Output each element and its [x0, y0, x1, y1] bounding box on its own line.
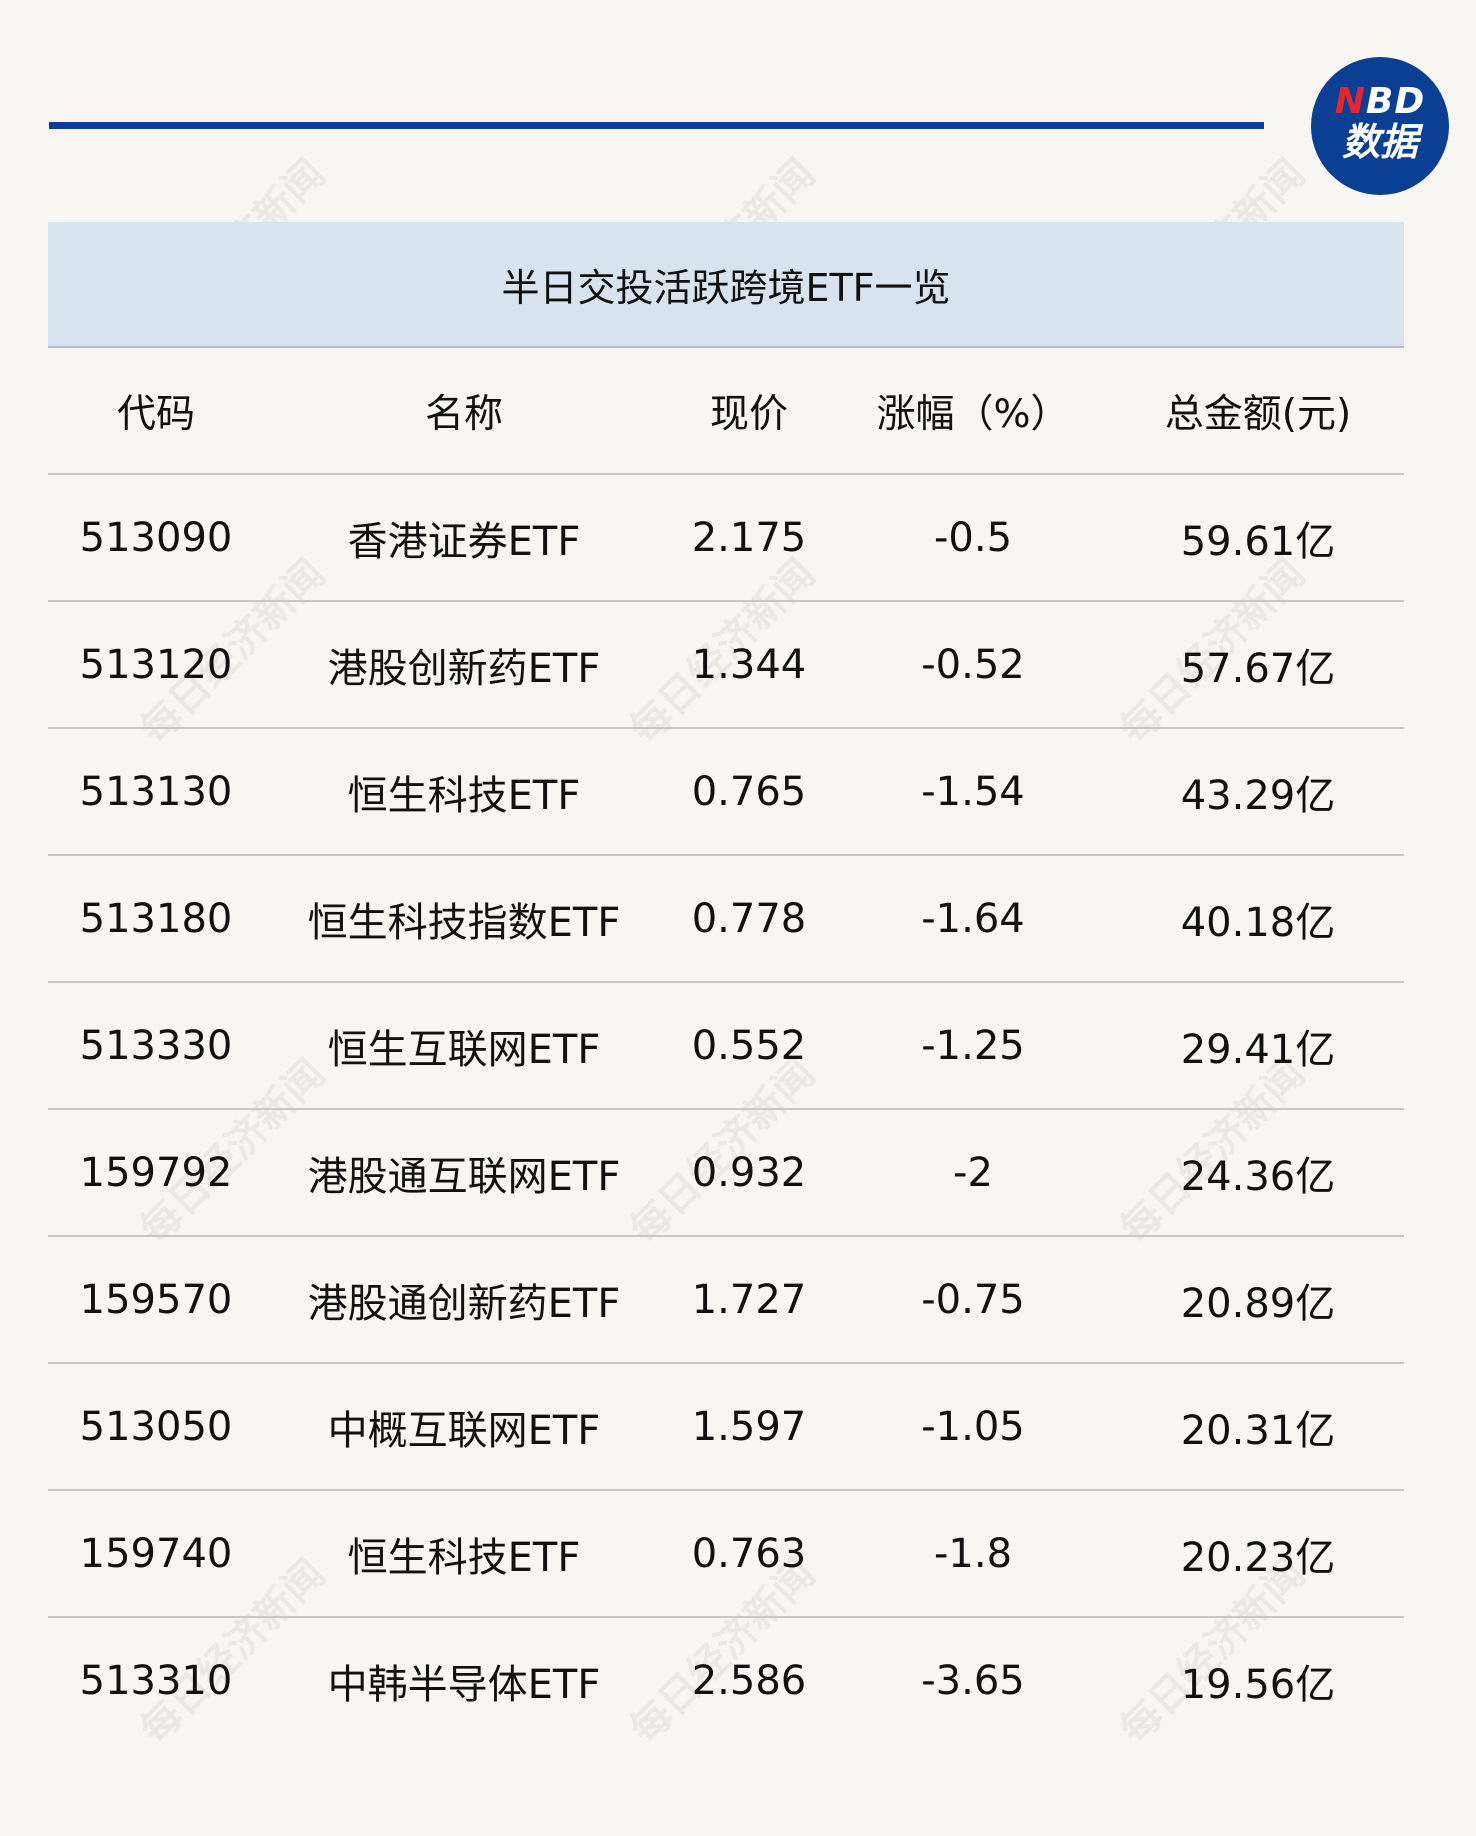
cell-change: -1.54 [921, 768, 1025, 815]
header-price: 现价 [709, 391, 788, 437]
cell-price: 0.552 [691, 1022, 807, 1069]
logo-data: 数据 [1341, 120, 1418, 164]
cell-price: 2.175 [691, 514, 807, 561]
table-row: 513090 香港证券ETF 2.175 -0.5 59.61亿 [48, 475, 1404, 602]
cell-change: -1.8 [933, 1530, 1013, 1577]
cell-code: 513120 [79, 641, 233, 688]
cell-amount: 59.61亿 [1180, 518, 1336, 565]
table-row: 513120 港股创新药ETF 1.344 -0.52 57.67亿 [48, 602, 1404, 729]
cell-code: 513180 [79, 895, 233, 942]
cell-price: 0.763 [691, 1530, 807, 1577]
nbd-data-logo: NBD 数据 [1311, 57, 1449, 195]
cell-name: 中韩半导体ETF [327, 1661, 601, 1708]
cell-code: 513330 [79, 1022, 233, 1069]
cell-change: -2 [953, 1149, 993, 1196]
etf-table: 代码 名称 现价 涨幅（%） 总金额(元) 513090 香港证券ETF 2.175… [48, 348, 1404, 1743]
cell-name: 香港证券ETF [347, 518, 581, 565]
cell-amount: 24.36亿 [1180, 1153, 1336, 1200]
cell-name: 恒生科技指数ETF [307, 899, 621, 946]
table-row: 513050 中概互联网ETF 1.597 -1.05 20.31亿 [48, 1364, 1404, 1491]
table-header: 代码 名称 现价 涨幅（%） 总金额(元) [48, 348, 1404, 475]
table-row: 513130 恒生科技ETF 0.765 -1.54 43.29亿 [48, 729, 1404, 856]
header-name: 名称 [424, 391, 503, 437]
table-row: 159792 港股通互联网ETF 0.932 -2 24.36亿 [48, 1110, 1404, 1237]
cell-code: 513130 [79, 768, 233, 815]
cell-price: 0.778 [691, 895, 807, 942]
table-row: 159740 恒生科技ETF 0.763 -1.8 20.23亿 [48, 1491, 1404, 1618]
cell-code: 159570 [79, 1276, 233, 1323]
top-rule [49, 122, 1264, 129]
header-change: 涨幅（%） [876, 391, 1070, 437]
cell-code: 513050 [79, 1403, 233, 1450]
cell-change: -1.05 [921, 1403, 1025, 1450]
cell-price: 0.765 [691, 768, 807, 815]
cell-name: 港股通创新药ETF [307, 1280, 621, 1327]
header-code: 代码 [116, 391, 195, 437]
cell-amount: 20.31亿 [1180, 1407, 1336, 1454]
cell-name: 恒生互联网ETF [327, 1026, 601, 1073]
cell-change: -3.65 [921, 1657, 1025, 1704]
cell-price: 1.344 [691, 641, 807, 688]
cell-amount: 20.23亿 [1180, 1534, 1336, 1581]
cell-price: 2.586 [691, 1657, 807, 1704]
cell-name: 恒生科技ETF [347, 772, 581, 819]
cell-name: 港股通互联网ETF [307, 1153, 621, 1200]
table-row: 513330 恒生互联网ETF 0.552 -1.25 29.41亿 [48, 983, 1404, 1110]
table-row: 159570 港股通创新药ETF 1.727 -0.75 20.89亿 [48, 1237, 1404, 1364]
cell-code: 159740 [79, 1530, 233, 1577]
cell-name: 中概互联网ETF [327, 1407, 601, 1454]
logo-n: N [1334, 81, 1366, 122]
cell-change: -1.64 [921, 895, 1025, 942]
table-row: 513310 中韩半导体ETF 2.586 -3.65 19.56亿 [48, 1618, 1404, 1743]
cell-code: 513090 [79, 514, 233, 561]
logo-bd: BD [1365, 81, 1426, 122]
cell-amount: 29.41亿 [1180, 1026, 1336, 1073]
cell-change: -0.5 [933, 514, 1013, 561]
cell-amount: 57.67亿 [1180, 645, 1336, 692]
cell-code: 159792 [79, 1149, 233, 1196]
cell-code: 513310 [79, 1657, 233, 1704]
cell-price: 1.727 [691, 1276, 807, 1323]
cell-amount: 19.56亿 [1180, 1661, 1336, 1708]
cell-name: 恒生科技ETF [347, 1534, 581, 1581]
cell-price: 0.932 [691, 1149, 807, 1196]
cell-change: -1.25 [921, 1022, 1025, 1069]
cell-price: 1.597 [691, 1403, 807, 1450]
cell-name: 港股创新药ETF [327, 645, 601, 692]
cell-amount: 40.18亿 [1180, 899, 1336, 946]
cell-amount: 43.29亿 [1180, 772, 1336, 819]
cell-change: -0.75 [921, 1276, 1025, 1323]
table-title: 半日交投活跃跨境ETF一览 [48, 222, 1404, 348]
header-amount: 总金额(元) [1164, 391, 1352, 437]
cell-amount: 20.89亿 [1180, 1280, 1336, 1327]
table-row: 513180 恒生科技指数ETF 0.778 -1.64 40.18亿 [48, 856, 1404, 983]
cell-change: -0.52 [921, 641, 1025, 688]
